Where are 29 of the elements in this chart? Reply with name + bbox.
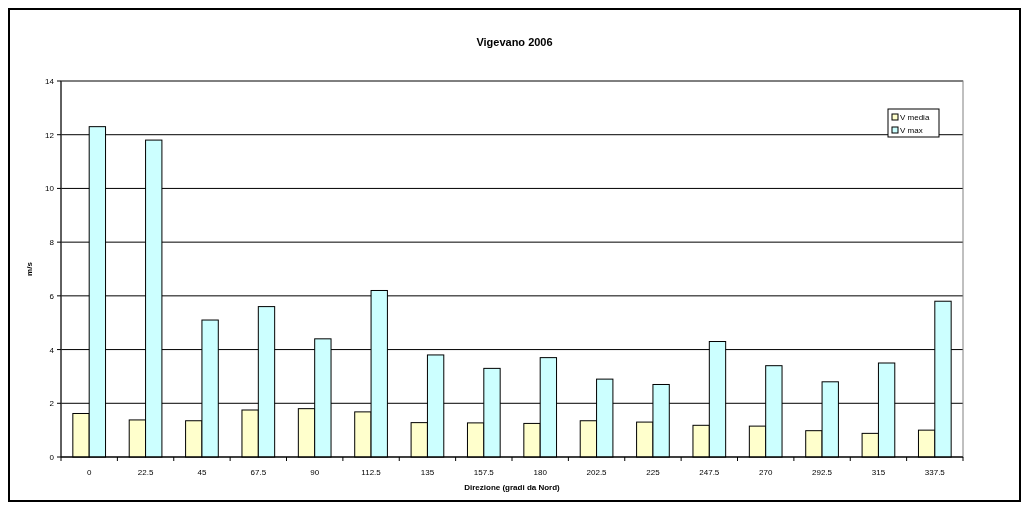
y-tick-label: 14	[45, 77, 55, 86]
chart-title: Vigevano 2006	[476, 36, 553, 48]
x-tick-label: 157.5	[473, 468, 495, 477]
x-tick-label: 180	[533, 468, 548, 477]
y-tick-label: 4	[49, 345, 55, 355]
legend-label: V max	[900, 126, 923, 135]
x-tick-label: 67.5	[250, 468, 267, 477]
y-tick-label: 8	[49, 238, 55, 248]
y-tick-label: 10	[45, 184, 55, 194]
x-tick-label: 270	[759, 468, 773, 477]
y-axis-title: m/s	[25, 261, 34, 276]
y-tick-label: 6	[49, 291, 55, 301]
x-tick-label: 315	[871, 468, 886, 477]
x-tick-label: 112.5	[361, 468, 382, 477]
x-tick-label: 247.5	[699, 468, 720, 477]
x-tick-label: 337.5	[924, 468, 946, 477]
y-tick-label: 2	[49, 399, 55, 409]
x-tick-label: 22.5	[137, 468, 154, 477]
x-axis-title: Direzione (gradi da Nord)	[464, 483, 561, 492]
y-tick-label: 0	[49, 453, 55, 462]
x-tick-label: 292.5	[812, 468, 833, 477]
x-tick-label: 135	[420, 468, 435, 477]
y-tick-label: 12	[45, 130, 55, 140]
x-tick-label: 202.5	[586, 468, 608, 477]
x-tick-label: 225	[646, 468, 661, 477]
x-tick-label: 0	[86, 468, 92, 477]
x-tick-label: 45	[197, 468, 207, 477]
legend-label: V media	[900, 113, 930, 122]
x-tick-label: 90	[310, 468, 320, 477]
